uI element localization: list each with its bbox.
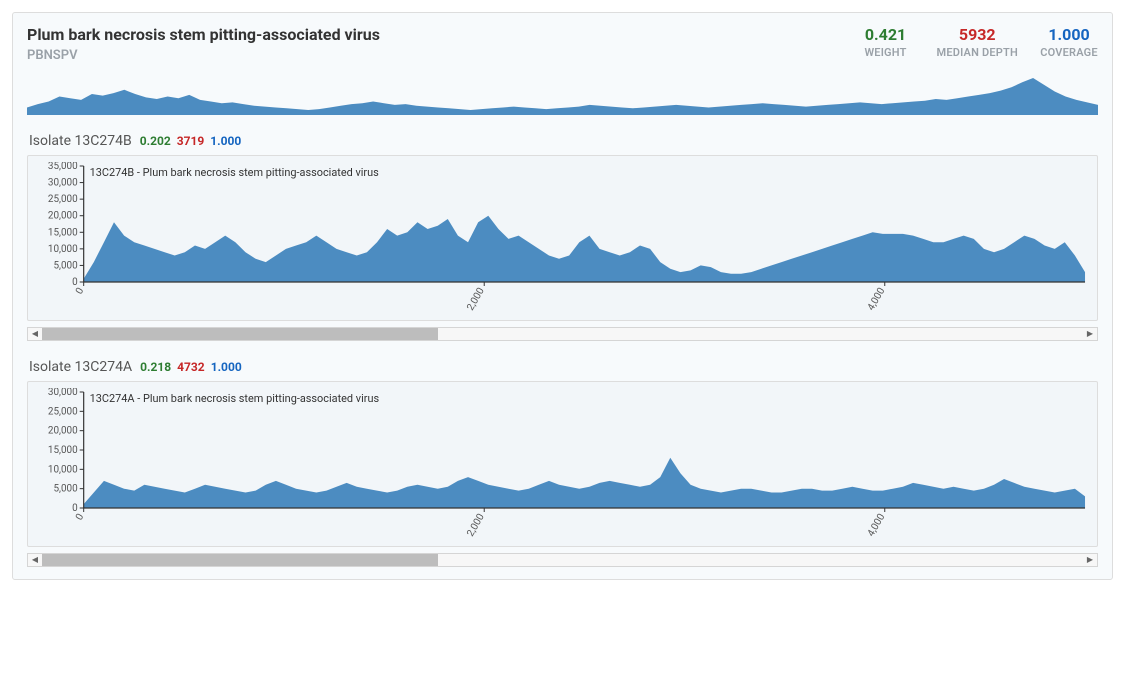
isolate-mini-value: 0.202 — [140, 134, 171, 148]
svg-text:10,000: 10,000 — [48, 244, 78, 255]
scroll-right-arrow[interactable]: ▶ — [1083, 554, 1097, 566]
virus-title: Plum bark necrosis stem pitting-associat… — [27, 25, 857, 46]
chart-title: 13C274B - Plum bark necrosis stem pittin… — [90, 166, 379, 179]
scroll-track[interactable] — [42, 554, 1083, 566]
horizontal-scrollbar[interactable]: ◀ ▶ — [27, 553, 1098, 567]
header-left: Plum bark necrosis stem pitting-associat… — [27, 25, 857, 63]
svg-text:35,000: 35,000 — [48, 162, 78, 172]
metric-median-depth: 5932 MEDIAN DEPTH — [937, 25, 1019, 59]
header-row: Plum bark necrosis stem pitting-associat… — [27, 25, 1098, 63]
isolate-chart-card: 05,00010,00015,00020,00025,00030,00002,0… — [27, 381, 1098, 547]
sparkline-chart — [27, 73, 1098, 115]
svg-text:25,000: 25,000 — [48, 194, 78, 205]
virus-abbreviation: PBNSPV — [27, 48, 857, 63]
isolate-mini-value: 1.000 — [210, 134, 241, 148]
isolate-mini-value: 3719 — [177, 134, 205, 148]
isolate-mini-value: 1.000 — [211, 360, 242, 374]
scroll-left-arrow[interactable]: ◀ — [28, 554, 42, 566]
scroll-track[interactable] — [42, 328, 1083, 340]
isolate-block: Isolate 13C274A 0.218 4732 1.000 0 5,000 10,00… — [27, 359, 1098, 567]
isolate-name: Isolate 13C274A — [29, 359, 132, 375]
metric-value: 0.421 — [857, 25, 915, 44]
svg-text:2,000: 2,000 — [465, 285, 487, 311]
svg-text:0: 0 — [74, 285, 86, 296]
svg-text:15,000: 15,000 — [48, 227, 78, 238]
coverage-chart: 0 5,000 10,000 15,000 20,000 25,000 30,000 35,0… — [36, 162, 1089, 312]
svg-text:30,000: 30,000 — [48, 177, 78, 188]
horizontal-scrollbar[interactable]: ◀ ▶ — [27, 327, 1098, 341]
metric-label: MEDIAN DEPTH — [937, 46, 1019, 59]
scroll-right-arrow[interactable]: ▶ — [1083, 328, 1097, 340]
header-metrics: 0.421 WEIGHT 5932 MEDIAN DEPTH 1.000 COVER… — [857, 25, 1099, 59]
metric-value: 1.000 — [1040, 25, 1098, 44]
metric-weight: 0.421 WEIGHT — [857, 25, 915, 59]
scroll-thumb[interactable] — [42, 328, 438, 340]
metric-label: COVERAGE — [1040, 46, 1098, 59]
metric-value: 5932 — [937, 25, 1019, 44]
svg-text:4,000: 4,000 — [866, 285, 888, 311]
sparkline-wrap — [27, 73, 1098, 115]
isolate-mini-metrics: 0.202 3719 1.000 — [140, 134, 242, 148]
isolate-mini-value: 0.218 — [140, 360, 171, 374]
isolate-mini-metrics: 0.218 4732 1.000 — [140, 360, 242, 374]
svg-text:15,000: 15,000 — [48, 445, 78, 456]
svg-text:20,000: 20,000 — [48, 210, 78, 221]
isolates-container: Isolate 13C274B 0.202 3719 1.000 0 5,000 10,00… — [27, 133, 1098, 567]
scroll-thumb[interactable] — [42, 554, 438, 566]
isolate-mini-value: 4732 — [177, 360, 205, 374]
svg-text:2,000: 2,000 — [465, 511, 487, 537]
svg-text:30,000: 30,000 — [48, 388, 78, 398]
svg-text:20,000: 20,000 — [48, 425, 78, 436]
isolate-header: Isolate 13C274B 0.202 3719 1.000 — [29, 133, 1098, 149]
metric-label: WEIGHT — [857, 46, 915, 59]
metric-coverage: 1.000 COVERAGE — [1040, 25, 1098, 59]
svg-text:5,000: 5,000 — [53, 483, 78, 494]
svg-text:10,000: 10,000 — [48, 464, 78, 475]
isolate-header: Isolate 13C274A 0.218 4732 1.000 — [29, 359, 1098, 375]
isolate-chart-card: 0 5,000 10,000 15,000 20,000 25,000 30,000 35,0… — [27, 155, 1098, 321]
svg-text:25,000: 25,000 — [48, 406, 78, 417]
svg-text:4,000: 4,000 — [866, 511, 888, 537]
coverage-chart: 05,00010,00015,00020,00025,00030,00002,0… — [36, 388, 1089, 538]
svg-text:0: 0 — [74, 511, 86, 522]
virus-summary-card: Plum bark necrosis stem pitting-associat… — [12, 12, 1113, 580]
isolate-name: Isolate 13C274B — [29, 133, 132, 149]
svg-text:5,000: 5,000 — [53, 260, 78, 271]
isolate-block: Isolate 13C274B 0.202 3719 1.000 0 5,000 10,00… — [27, 133, 1098, 341]
chart-title: 13C274A - Plum bark necrosis stem pittin… — [90, 392, 380, 405]
scroll-left-arrow[interactable]: ◀ — [28, 328, 42, 340]
